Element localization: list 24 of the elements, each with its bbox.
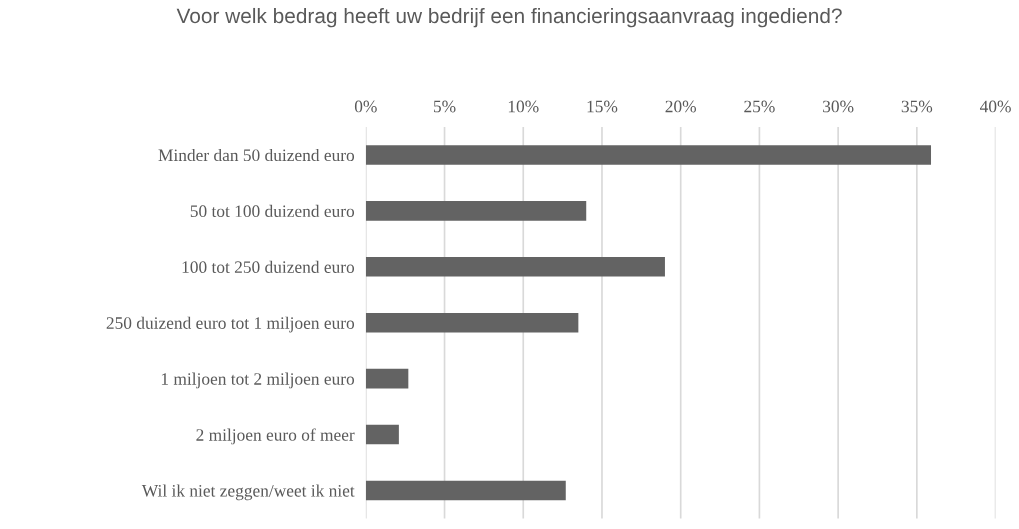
x-tick-label: 35% [901,100,933,113]
bar [365,201,587,221]
y-tick-label: 100 tot 250 duizend euro [182,260,355,273]
x-tick-label: 15% [587,100,618,113]
x-tick-label: 40% [979,100,1011,113]
bar [365,312,579,333]
x-tick-label: 10% [508,100,539,113]
x-tick-label: 25% [744,100,775,113]
y-tick-label: 2 miljoen euro of meer [196,428,355,445]
bar [365,256,665,277]
x-tick-label: 30% [823,100,854,113]
bar [365,480,566,501]
x-tick-label: 5% [433,100,456,113]
y-tick-label: 1 miljoen tot 2 miljoen euro [161,372,355,389]
y-tick-label: 250 duizend euro tot 1 miljoen euro [106,316,355,333]
chart-title: Voor welk bedrag heeft uw bedrijf een financieringsaanvraag ingediend? [176,7,842,28]
bar [365,368,409,389]
x-tick-label: 20% [665,100,697,113]
y-tick-label: Minder dan 50 duizend euro [158,148,355,162]
x-tick-label: 0% [354,100,377,113]
bar [365,145,932,165]
y-tick-label: Wil ik niet zeggen/weet ik niet [141,484,355,501]
bar [365,424,399,445]
y-tick-label: 50 tot 100 duizend euro [190,204,355,218]
